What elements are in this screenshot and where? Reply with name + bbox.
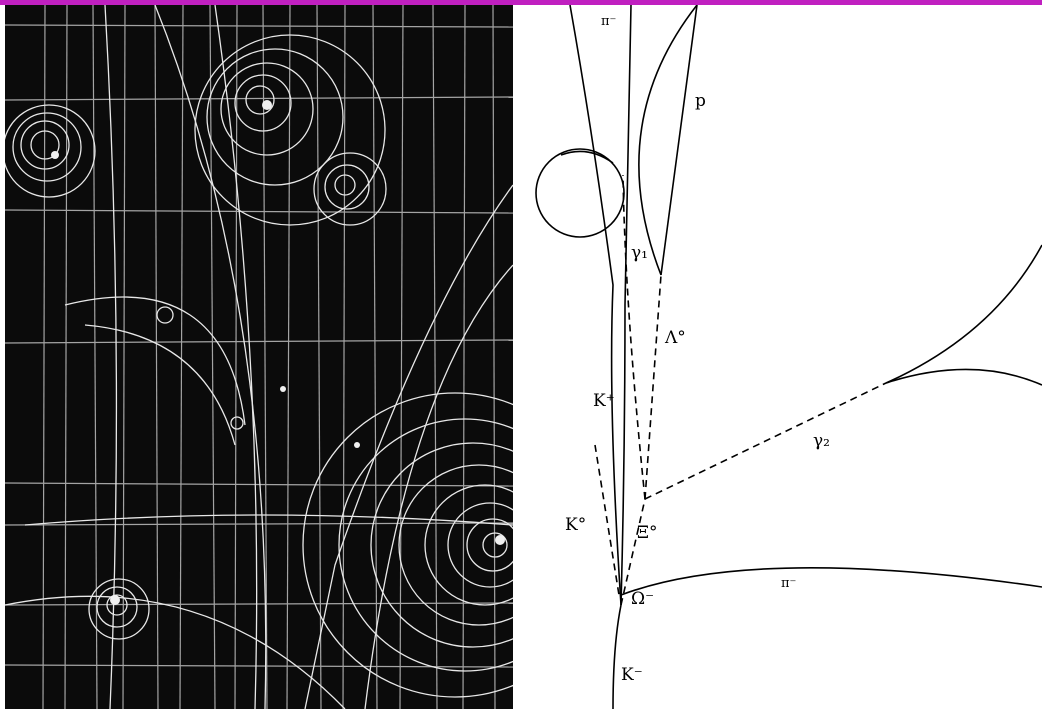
pair-track-lower [885,368,1042,386]
label-kminus: K⁻ [621,665,643,685]
bubble-chamber-photograph-icon [5,5,513,709]
pair-track-upper [885,244,1042,384]
xi0-track [620,498,646,606]
label-k0: K° [565,515,587,535]
label-gamma2: γ₂ [813,431,830,451]
gamma2-track [644,382,887,500]
label-kplus: K⁺ [593,391,615,411]
track-interpretation-diagram: π⁻ p γ₁ Λ° K⁺ γ₂ K° Ξ° π⁻ Ω⁻ K⁻ [513,5,1042,709]
lambda0-track [644,274,662,500]
top-accent-bar [0,0,1042,5]
label-lambda0: Λ° [665,328,686,348]
label-xi0: Ξ° [637,523,658,543]
label-pi-top: π⁻ [601,14,617,29]
kplus-track [569,5,622,606]
gamma1-track [622,174,646,500]
label-pi-mid: π⁻ [781,576,797,591]
bubble-chamber-photo [5,5,513,709]
proton-track [660,5,698,276]
label-omega: Ω⁻ [631,589,655,609]
pi-top-track [620,5,632,606]
pi-right-track [620,567,1042,596]
kminus-track [612,604,622,709]
label-proton: p [695,91,706,111]
label-gamma1: γ₁ [631,243,648,263]
k0-track [594,444,620,596]
